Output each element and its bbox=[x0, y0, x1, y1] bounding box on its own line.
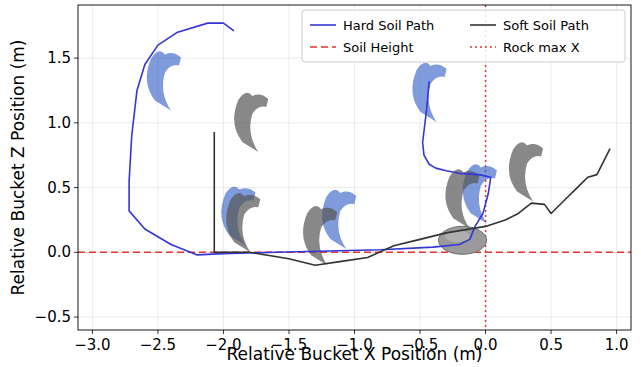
bucket-glyph bbox=[234, 93, 268, 152]
tick bbox=[223, 330, 224, 334]
series-line bbox=[214, 132, 610, 265]
tick-label: −2.5 bbox=[140, 336, 176, 354]
bucket-glyph bbox=[226, 193, 260, 252]
grid-line bbox=[78, 252, 631, 253]
x-axis-label: Relative Bucket X Position (m) bbox=[227, 344, 483, 364]
bucket-glyph bbox=[303, 206, 337, 265]
legend-swatch bbox=[470, 24, 496, 26]
tick bbox=[551, 330, 552, 334]
tick bbox=[74, 187, 78, 188]
legend-label: Rock max X bbox=[503, 40, 580, 55]
soil-height-line bbox=[78, 252, 631, 254]
tick-label: 0.0 bbox=[47, 243, 71, 261]
grid-line bbox=[288, 5, 289, 330]
legend-label: Hard Soil Path bbox=[343, 18, 434, 33]
legend-swatch bbox=[470, 46, 496, 48]
bucket-glyph bbox=[412, 63, 446, 122]
legend-label: Soil Height bbox=[343, 40, 414, 55]
legend-label: Soft Soil Path bbox=[503, 18, 589, 33]
legend-swatch bbox=[310, 46, 336, 48]
legend-box bbox=[302, 10, 625, 62]
bucket-glyph bbox=[509, 142, 543, 201]
tick bbox=[157, 330, 158, 334]
tick-label: 0.5 bbox=[539, 336, 563, 354]
tick bbox=[74, 252, 78, 253]
plot-area bbox=[78, 5, 631, 330]
tick-label: −0.5 bbox=[35, 308, 71, 326]
tick bbox=[74, 317, 78, 318]
tick-label: 0.5 bbox=[47, 179, 71, 197]
tick-label: 1.5 bbox=[47, 49, 71, 67]
tick-label: −3.0 bbox=[74, 336, 110, 354]
legend-swatch bbox=[310, 24, 336, 26]
bucket-glyph bbox=[147, 51, 181, 110]
tick bbox=[354, 330, 355, 334]
tick bbox=[74, 58, 78, 59]
tick bbox=[74, 122, 78, 123]
grid-line bbox=[223, 5, 224, 330]
plot-frame bbox=[78, 5, 631, 330]
tick-label: 1.0 bbox=[605, 336, 629, 354]
y-axis-label: Relative Bucket Z Position (m) bbox=[8, 40, 28, 296]
bucket-glyph bbox=[445, 169, 479, 228]
tick bbox=[616, 330, 617, 334]
tick bbox=[420, 330, 421, 334]
tick-label: 1.0 bbox=[47, 114, 71, 132]
grid-line bbox=[92, 5, 93, 330]
chart: −3.0−2.5−2.0−1.5−1.0−0.50.00.51.0−0.50.0… bbox=[0, 0, 641, 367]
grid-line bbox=[78, 317, 631, 318]
grid-line bbox=[78, 122, 631, 123]
tick bbox=[288, 330, 289, 334]
grid-line bbox=[78, 187, 631, 188]
tick bbox=[92, 330, 93, 334]
tick bbox=[485, 330, 486, 334]
